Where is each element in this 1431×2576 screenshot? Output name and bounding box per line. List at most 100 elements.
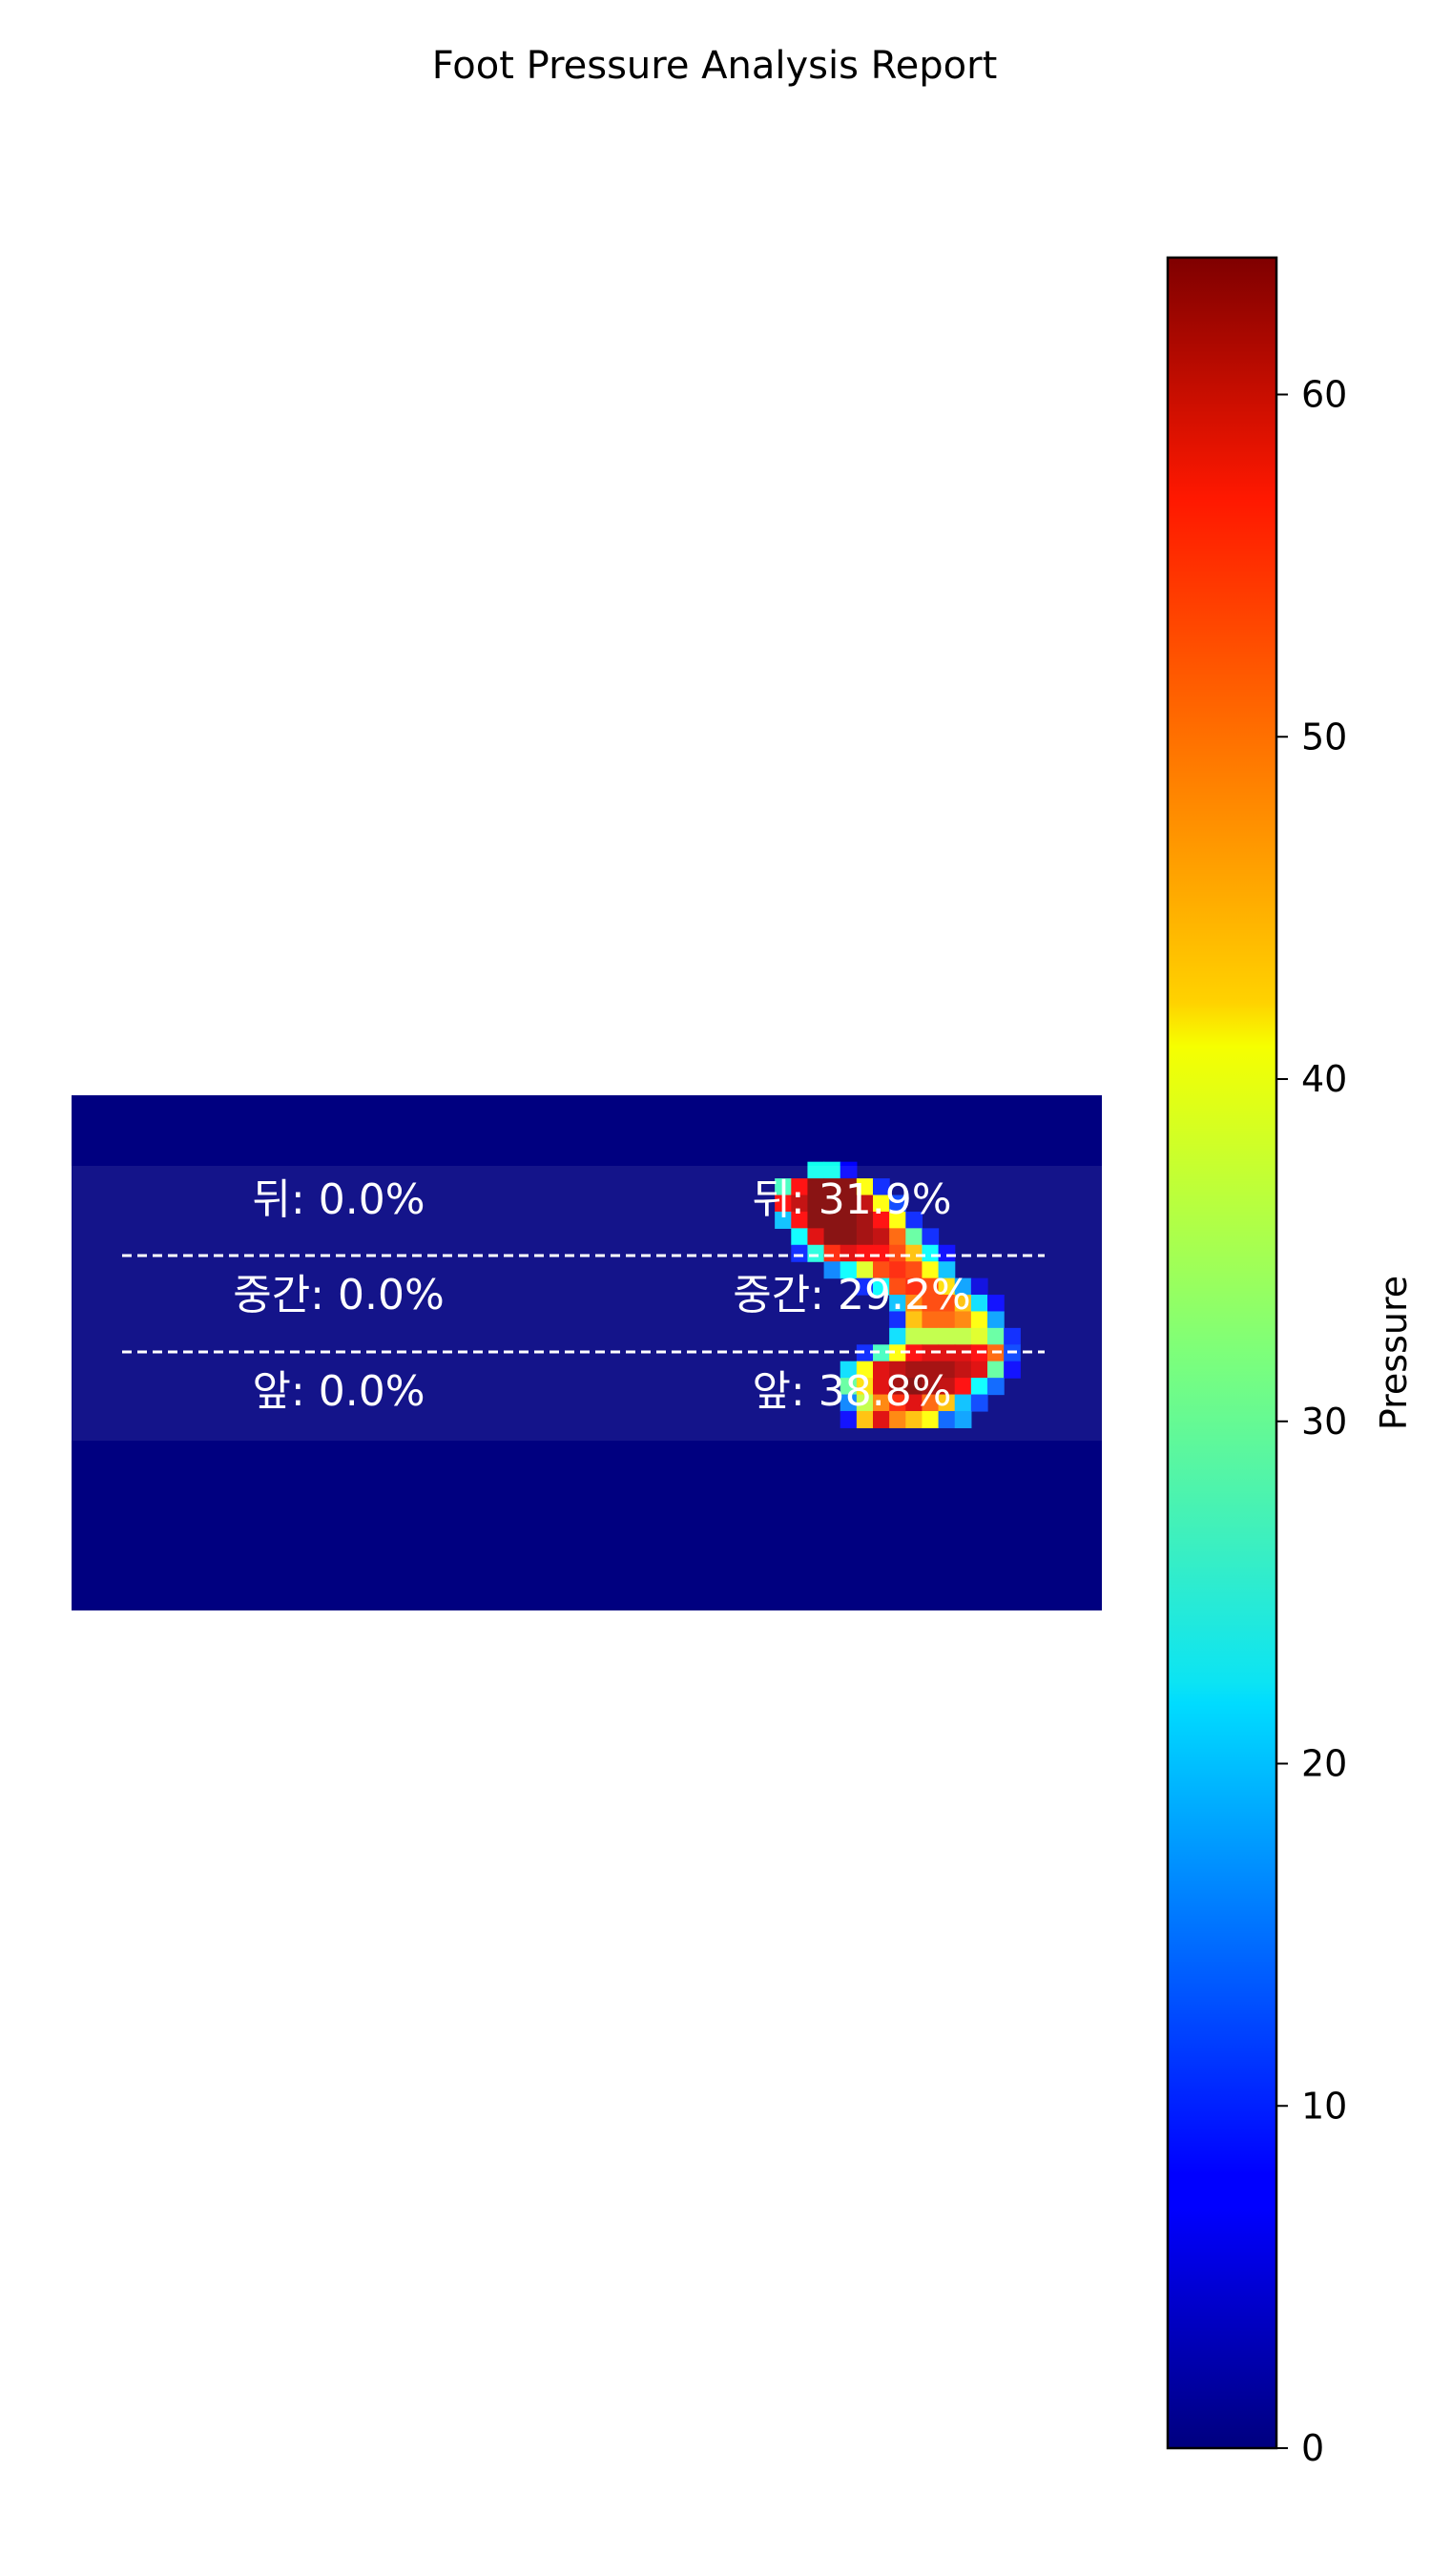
heatmap-cell xyxy=(970,1327,988,1345)
heatmap-cell xyxy=(873,1211,890,1229)
heatmap-cell xyxy=(856,1410,874,1428)
heatmap-cell xyxy=(807,1244,825,1262)
heatmap-cell xyxy=(889,1295,906,1313)
heatmap-cell xyxy=(856,1195,874,1213)
heatmap-cell xyxy=(873,1410,890,1428)
heatmap-cell xyxy=(873,1244,890,1262)
heatmap-cell xyxy=(922,1344,940,1362)
heatmap-cell xyxy=(873,1344,890,1362)
heatmap-cell xyxy=(775,1178,792,1196)
heatmap-cell xyxy=(840,1161,858,1179)
region-label-left: 중간: 0.0% xyxy=(233,1271,445,1319)
heatmap-cell xyxy=(775,1211,792,1229)
heatmap-cell xyxy=(938,1378,956,1396)
colorbar-tick-label: 20 xyxy=(1301,1743,1347,1785)
heatmap-cell xyxy=(840,1361,858,1379)
region-label-right: 앞: 38.8% xyxy=(752,1367,951,1416)
heatmap-cell xyxy=(856,1394,874,1412)
heatmap-cell xyxy=(905,1410,923,1428)
colorbar-tick-label: 40 xyxy=(1301,1058,1347,1100)
heatmap-cell xyxy=(889,1278,906,1296)
heatmap-cell xyxy=(922,1378,940,1396)
heatmap-cell xyxy=(889,1311,906,1329)
heatmap-cell xyxy=(856,1361,874,1379)
heatmap-cell xyxy=(970,1295,988,1313)
heatmap-cell xyxy=(922,1361,940,1379)
heatmap-cell xyxy=(905,1261,923,1279)
heatmap-cell xyxy=(905,1211,923,1229)
heatmap-cell xyxy=(954,1410,972,1428)
heatmap-cell xyxy=(873,1378,890,1396)
heatmap-cell xyxy=(840,1195,858,1213)
heatmap-cell xyxy=(840,1394,858,1412)
colorbar-ticks: 0 10 20 30 40 50 60 xyxy=(1276,374,1347,2469)
heatmap-cell xyxy=(954,1295,972,1313)
heatmap-cell xyxy=(823,1228,841,1246)
heatmap-cell xyxy=(807,1211,825,1229)
heatmap-cell xyxy=(856,1278,874,1296)
heatmap-cell xyxy=(905,1311,923,1329)
heatmap-cell xyxy=(889,1195,906,1213)
heatmap-cell xyxy=(840,1261,858,1279)
heatmap-cell xyxy=(889,1394,906,1412)
heatmap-cell xyxy=(987,1378,1005,1396)
heatmap-cell xyxy=(938,1295,956,1313)
heatmap-cell xyxy=(823,1211,841,1229)
heatmap-cell xyxy=(938,1361,956,1379)
heatmap-cell xyxy=(1004,1327,1021,1345)
heatmap-cell xyxy=(856,1178,874,1196)
heatmap-cell xyxy=(954,1278,972,1296)
heatmap-cell xyxy=(856,1344,874,1362)
region-overlay xyxy=(72,1166,1102,1441)
region-band xyxy=(72,1166,1102,1441)
heatmap-cell xyxy=(970,1311,988,1329)
heatmap-cell xyxy=(840,1228,858,1246)
heatmap-cell xyxy=(889,1228,906,1246)
heatmap-cell xyxy=(954,1378,972,1396)
colorbar-gradient xyxy=(1166,256,1278,2450)
pressure-colorbar: 0 10 20 30 40 50 60 Pressure xyxy=(1166,256,1415,2469)
heatmap-cell xyxy=(791,1178,809,1196)
heatmap-cell xyxy=(889,1211,906,1229)
heatmap-cell xyxy=(922,1228,940,1246)
heatmap-cell xyxy=(922,1261,940,1279)
heatmap-cell xyxy=(938,1261,956,1279)
heatmap-cell xyxy=(889,1361,906,1379)
region-label-right: 뒤: 31.9% xyxy=(752,1175,951,1224)
heatmap-cell xyxy=(840,1178,858,1196)
heatmap-cell xyxy=(987,1327,1005,1345)
colorbar-label: Pressure xyxy=(1373,1276,1415,1430)
heatmap-cell xyxy=(905,1361,923,1379)
heatmap-cell xyxy=(840,1211,858,1229)
heatmap-cell xyxy=(954,1394,972,1412)
heatmap-cell xyxy=(856,1244,874,1262)
chart-title: Foot Pressure Analysis Report xyxy=(432,44,998,88)
heatmap-cell xyxy=(970,1278,988,1296)
heatmap-cell xyxy=(873,1361,890,1379)
heatmap-cell xyxy=(905,1344,923,1362)
heatmap-cell xyxy=(856,1378,874,1396)
heatmap-cell xyxy=(954,1327,972,1345)
heatmap-cell xyxy=(873,1394,890,1412)
heatmap-cell xyxy=(873,1195,890,1213)
heatmap-cell xyxy=(873,1261,890,1279)
heatmap-cell xyxy=(938,1327,956,1345)
heatmap-cell xyxy=(840,1244,858,1262)
heatmap-cell xyxy=(889,1327,906,1345)
heatmap-cell xyxy=(922,1244,940,1262)
heatmap-cell xyxy=(905,1327,923,1345)
heatmap-cell xyxy=(791,1195,809,1213)
region-label-right: 중간: 29.2% xyxy=(733,1271,971,1319)
heatmap-cell xyxy=(954,1311,972,1329)
region-label-left: 뒤: 0.0% xyxy=(252,1175,425,1224)
heatmap-cell xyxy=(823,1195,841,1213)
heatmap-cell xyxy=(987,1295,1005,1313)
heatmap-cell xyxy=(922,1295,940,1313)
heatmap-cell xyxy=(856,1261,874,1279)
heatmap-cell xyxy=(889,1344,906,1362)
colorbar-tick-label: 30 xyxy=(1301,1401,1347,1443)
heatmap-cell xyxy=(791,1228,809,1246)
heatmap-cell xyxy=(791,1211,809,1229)
heatmap-cell xyxy=(807,1161,825,1179)
region-label-left: 앞: 0.0% xyxy=(252,1367,425,1416)
